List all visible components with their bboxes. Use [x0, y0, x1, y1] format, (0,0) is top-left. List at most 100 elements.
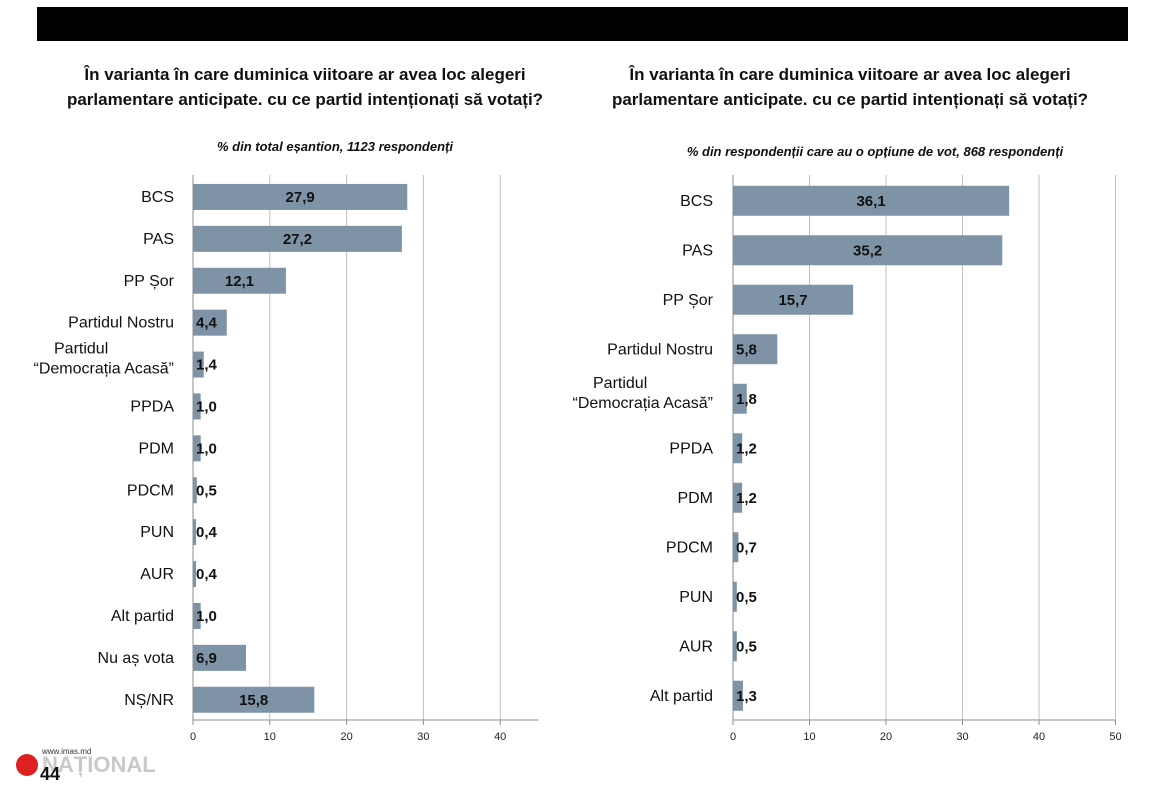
chart-2-bar [733, 383, 747, 414]
chart-1-bar [193, 686, 315, 713]
chart-1-x-tick-label: 20 [340, 731, 352, 743]
chart-1-category-label: Alt partid [111, 608, 174, 625]
chart-2-bar [733, 284, 854, 315]
chart-2-data-label: 0,7 [736, 539, 757, 556]
chart-1-bar [193, 519, 197, 546]
chart-1-title-line-1: În varianta în care duminica viitoare ar… [84, 65, 526, 84]
chart-1-category-label: PP Șor [124, 273, 175, 290]
chart-2-bar [733, 631, 737, 662]
chart-1-bar [193, 309, 227, 336]
chart-2-category-label: Partidul [593, 375, 647, 392]
chart-1-bar [193, 435, 201, 462]
chart-1-data-label: 0,4 [196, 566, 218, 583]
chart-2-category-label: PDM [677, 490, 713, 507]
chart-1-category-label: PPDA [130, 398, 174, 415]
chart-1-bar [193, 267, 286, 294]
chart-2-x-tick-label: 30 [956, 731, 968, 743]
chart-2-category-label: AUR [679, 638, 713, 655]
chart-1-title: În varianta în care duminica viitoare ar… [30, 62, 580, 112]
chart-1-category-label: AUR [140, 566, 174, 583]
chart-1-x-tick-label: 40 [494, 731, 506, 743]
chart-1-category-label: NȘ/NR [124, 692, 174, 709]
chart-1-category-label: PAS [143, 231, 174, 248]
chart-2-title: În varianta în care duminica viitoare ar… [575, 62, 1125, 112]
chart-2-data-label: 1,8 [736, 391, 757, 408]
chart-1-x-tick-label: 30 [417, 731, 429, 743]
chart-2-bar [733, 185, 1010, 216]
chart-1-category-label: PUN [140, 524, 174, 541]
chart-1-title-line-2: parlamentare anticipate. cu ce partid in… [66, 90, 544, 109]
chart-1-data-label: 12,1 [225, 273, 254, 290]
chart-1-bar [193, 393, 201, 420]
chart-1-category-label: Partidul Nostru [68, 315, 174, 332]
chart-1-category-label: Nu aș vota [98, 650, 175, 667]
watermark-url: www.imas.md [42, 747, 92, 756]
chart-1-data-label: 6,9 [196, 650, 217, 667]
chart-1-data-label: 15,8 [239, 692, 268, 709]
chart-1-data-label: 27,2 [283, 231, 312, 248]
chart-1-bar [193, 477, 197, 504]
chart-1-x-tick-label: 10 [264, 731, 276, 743]
chart-2-category-label: PAS [682, 242, 713, 259]
chart-2-x-tick-label: 20 [880, 731, 892, 743]
chart-2-x-tick-label: 0 [730, 731, 736, 743]
chart-1-data-label: 1,0 [196, 440, 217, 457]
chart-2-category-label: PPDA [669, 440, 713, 457]
chart-2-category-label: “Democrația Acasă” [573, 395, 714, 412]
chart-2-subtitle: % din respondenții care au o opțiune de … [686, 144, 1064, 159]
chart-1-data-label: 1,0 [196, 608, 217, 625]
chart-2-category-label: BCS [680, 193, 713, 210]
chart-2-data-label: 35,2 [853, 242, 882, 259]
chart-2-bar [733, 532, 739, 563]
chart-1-x-tick-label: 0 [190, 731, 196, 743]
chart-2-data-label: 0,5 [736, 638, 757, 655]
chart-1-data-label: 1,0 [196, 398, 217, 415]
chart-1-subtitle: % din total eșantion, 1123 respondenți [217, 139, 453, 154]
chart-2-category-label: PDCM [666, 539, 713, 556]
chart-2-data-label: 5,8 [736, 341, 757, 358]
chart-2-bar [733, 581, 737, 612]
national-watermark: www.imas.md NAȚIONAL [8, 742, 198, 784]
chart-2-bar [733, 482, 743, 513]
chart-2-data-label: 0,5 [736, 589, 757, 606]
chart-2-data-label: 1,2 [736, 490, 757, 507]
chart-1-bar [193, 602, 201, 629]
watermark-brand: NAȚIONAL [42, 752, 156, 777]
chart-1-bar [193, 183, 408, 210]
chart-1-bar [193, 351, 204, 378]
chart-2-x-tick-label: 10 [803, 731, 815, 743]
chart-2-x-tick-label: 40 [1033, 731, 1045, 743]
chart-2-title-line-2: parlamentare anticipate. cu ce partid in… [611, 90, 1089, 109]
chart-1-category-label: Partidul [54, 341, 108, 358]
chart-2-data-label: 1,3 [736, 688, 757, 705]
chart-1-data-label: 1,4 [196, 357, 218, 374]
chart-1-bar [193, 561, 197, 588]
chart-1-data-label: 27,9 [286, 189, 315, 206]
chart-2-data-label: 36,1 [856, 193, 885, 210]
chart-2-category-label: PUN [679, 589, 713, 606]
chart-1-data-label: 0,4 [196, 524, 218, 541]
chart-2-bar [733, 433, 743, 464]
chart-2-category-label: Partidul Nostru [607, 341, 713, 358]
chart-1-data-label: 4,4 [196, 315, 218, 332]
chart-2-data-label: 1,2 [736, 440, 757, 457]
header-bar [37, 7, 1128, 41]
chart-1-data-label: 0,5 [196, 482, 217, 499]
chart-2-category-label: Alt partid [650, 688, 713, 705]
chart-2-bar [733, 334, 778, 365]
chart-2-data-label: 15,7 [778, 292, 807, 309]
chart-2-category-label: PP Șor [663, 292, 714, 309]
chart-1-bar [193, 225, 402, 252]
chart-2-bar [733, 235, 1003, 266]
chart-1-category-label: PDM [138, 440, 174, 457]
chart-1-category-label: “Democrația Acasă” [34, 361, 175, 378]
chart-1-bar [193, 644, 246, 671]
chart-1-category-label: BCS [141, 189, 174, 206]
page-number: 44 [40, 764, 61, 784]
chart-1-category-label: PDCM [127, 482, 174, 499]
chart-2-x-tick-label: 50 [1109, 731, 1121, 743]
chart-2-bar [733, 680, 743, 711]
chart-2-title-line-1: În varianta în care duminica viitoare ar… [629, 65, 1071, 84]
